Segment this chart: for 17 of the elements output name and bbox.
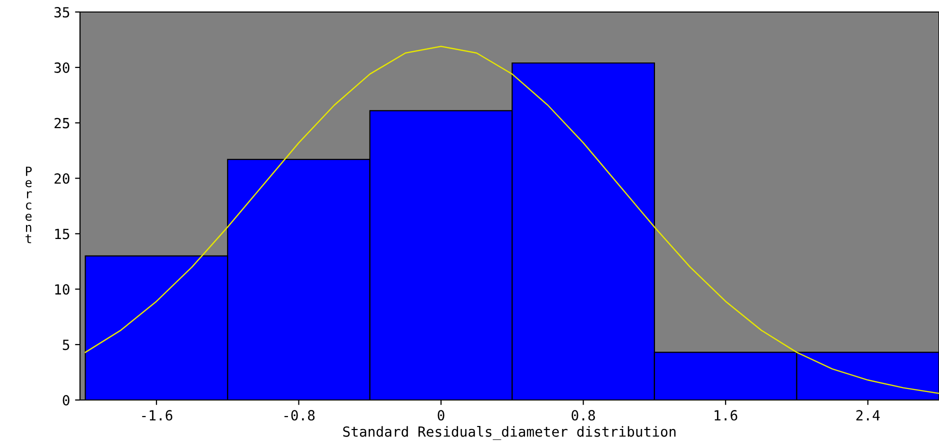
x-tick-label: 1.6	[714, 410, 738, 421]
x-tick-label: 2.4	[856, 410, 880, 420]
y-tick-label: 25	[54, 118, 70, 128]
y-tick-label: 0	[62, 395, 70, 406]
x-tick-label: 0	[438, 410, 444, 421]
y-tick-label: 5	[62, 340, 70, 350]
x-tick-label: 0.8	[572, 410, 595, 421]
x-tick-label: -1.6	[142, 410, 172, 421]
x-tick-label: -0.8	[284, 410, 315, 421]
y-tick-label: 15	[55, 228, 70, 240]
y-axis-title: Percent	[26, 166, 32, 244]
y-tick-label: 10	[55, 284, 70, 295]
y-tick-label: 20	[54, 173, 70, 184]
y-tick-label: 30	[54, 62, 70, 73]
y-tick-label: 35	[54, 7, 70, 18]
line-series	[84, 46, 939, 394]
x-axis-title: Standard Residuals_diameter distribution	[343, 426, 676, 440]
